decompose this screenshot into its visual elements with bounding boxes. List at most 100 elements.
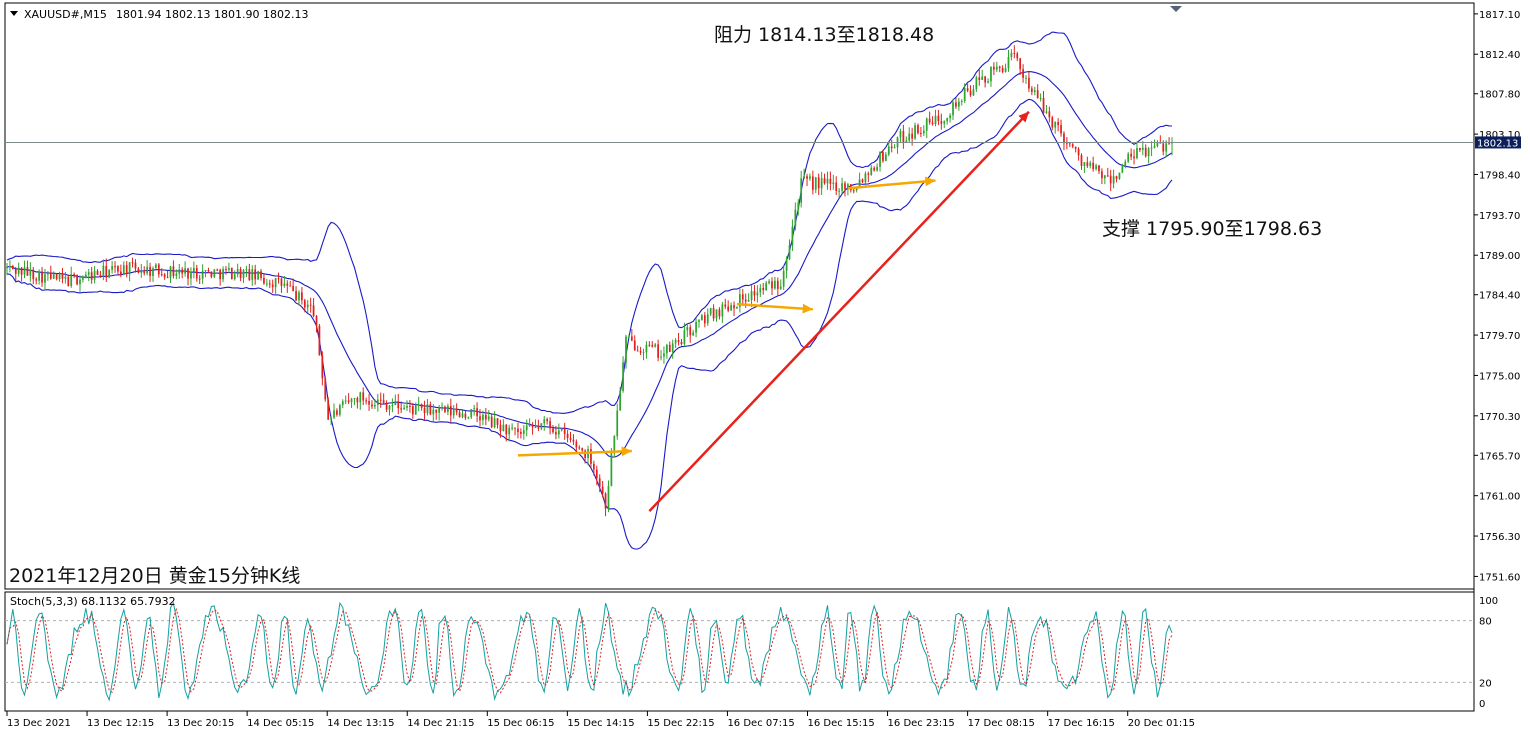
candle-body — [914, 125, 916, 139]
candle-body — [1139, 148, 1141, 150]
candle-body — [683, 330, 686, 344]
price-tick-label: 1812.40 — [1479, 50, 1520, 61]
candle-body — [257, 271, 259, 280]
candle-body — [593, 463, 595, 470]
candle-body — [175, 273, 178, 276]
candle-body — [1036, 90, 1039, 99]
candle-body — [414, 404, 417, 415]
candle-body — [1136, 148, 1138, 159]
candle-body — [499, 424, 502, 432]
candle-body — [125, 265, 128, 274]
candle-body — [17, 267, 20, 274]
price-tick-label: 1770.30 — [1479, 412, 1520, 423]
candle-body — [1042, 97, 1045, 113]
candle-body — [695, 321, 697, 333]
candle-body — [960, 100, 963, 102]
candle-body — [84, 274, 87, 279]
symbol-dropdown-icon[interactable] — [10, 11, 18, 16]
candle-body — [9, 266, 11, 268]
price-tick-label: 1798.40 — [1479, 170, 1520, 181]
candle-body — [861, 179, 864, 183]
candle-body — [394, 401, 397, 406]
support-arrow — [736, 302, 813, 311]
candle-body — [1147, 148, 1150, 157]
candle-body — [899, 130, 902, 138]
candle-body — [957, 101, 960, 107]
candle-body — [981, 76, 984, 80]
candle-body — [73, 274, 76, 276]
candle-body — [712, 308, 715, 319]
candle-body — [952, 102, 954, 116]
candle-body — [496, 418, 499, 425]
stoch-label: Stoch(5,3,3) 68.1132 65.7932 — [10, 595, 176, 608]
candle-body — [455, 409, 458, 413]
candle-body — [663, 353, 665, 357]
candle-body — [905, 140, 908, 143]
support-label: 支撑 1795.90至1798.63 — [1102, 218, 1322, 240]
candle-body — [858, 179, 861, 189]
candle-body — [1060, 125, 1062, 134]
time-tick-label: 15 Dec 22:15 — [647, 718, 714, 729]
candle-body — [426, 404, 429, 413]
candle-body — [365, 400, 368, 402]
support-arrow-head — [802, 303, 813, 314]
candle-body — [680, 341, 683, 344]
symbol-label[interactable]: XAUUSD#,M15 — [24, 8, 107, 21]
candle-body — [1025, 77, 1027, 79]
candle-body — [563, 428, 566, 434]
candle-body — [458, 412, 461, 418]
bollinger-middle — [6, 71, 1173, 458]
candle-body — [517, 428, 519, 433]
candle-body — [578, 447, 581, 449]
candle-body — [134, 262, 137, 269]
candle-body — [972, 89, 975, 96]
candle-body — [1048, 111, 1051, 118]
candle-body — [108, 269, 111, 278]
shift-marker-icon[interactable] — [1170, 6, 1182, 12]
candle-body — [228, 267, 230, 270]
candle-body — [648, 344, 651, 346]
candle-body — [598, 478, 601, 487]
candle-body — [122, 265, 125, 275]
candle-body — [409, 405, 411, 407]
price-tick-label: 1775.00 — [1479, 371, 1520, 382]
candle-body — [975, 77, 978, 90]
candle-body — [549, 421, 551, 429]
price-tick-label: 1789.00 — [1479, 251, 1520, 262]
candle-body — [636, 350, 639, 352]
candle-body — [470, 409, 473, 418]
candle-body — [350, 398, 353, 403]
candle-body — [969, 90, 972, 96]
candle-body — [90, 272, 93, 280]
candle-body — [1010, 52, 1013, 57]
candle-body — [791, 226, 794, 246]
candle-body — [371, 404, 373, 407]
candle-body — [321, 355, 324, 379]
candle-body — [385, 402, 388, 410]
candle-body — [566, 433, 569, 438]
candle-body — [181, 269, 184, 274]
candle-body — [703, 315, 706, 324]
candle-body — [998, 66, 1001, 69]
candle-body — [315, 315, 318, 326]
candle-body — [645, 344, 648, 353]
candle-body — [333, 410, 335, 418]
candle-body — [879, 152, 881, 167]
current-price-tag: 1802.13 — [1475, 136, 1521, 149]
candle-body — [1162, 143, 1165, 152]
candle-body — [893, 147, 896, 149]
candle-body — [160, 274, 163, 276]
candle-body — [502, 424, 505, 432]
time-tick-label: 16 Dec 15:15 — [808, 718, 875, 729]
chart-caption: 2021年12月20日 黄金15分钟K线 — [9, 565, 300, 587]
candle-body — [379, 399, 382, 401]
candle-body — [1054, 122, 1057, 128]
price-tick-label: 1803.10 — [1479, 130, 1520, 141]
candle-body — [1001, 68, 1004, 72]
candle-body — [622, 362, 624, 391]
candle-body — [295, 291, 297, 301]
candle-body — [835, 182, 838, 192]
candle-body — [274, 278, 277, 288]
candle-body — [852, 190, 855, 192]
